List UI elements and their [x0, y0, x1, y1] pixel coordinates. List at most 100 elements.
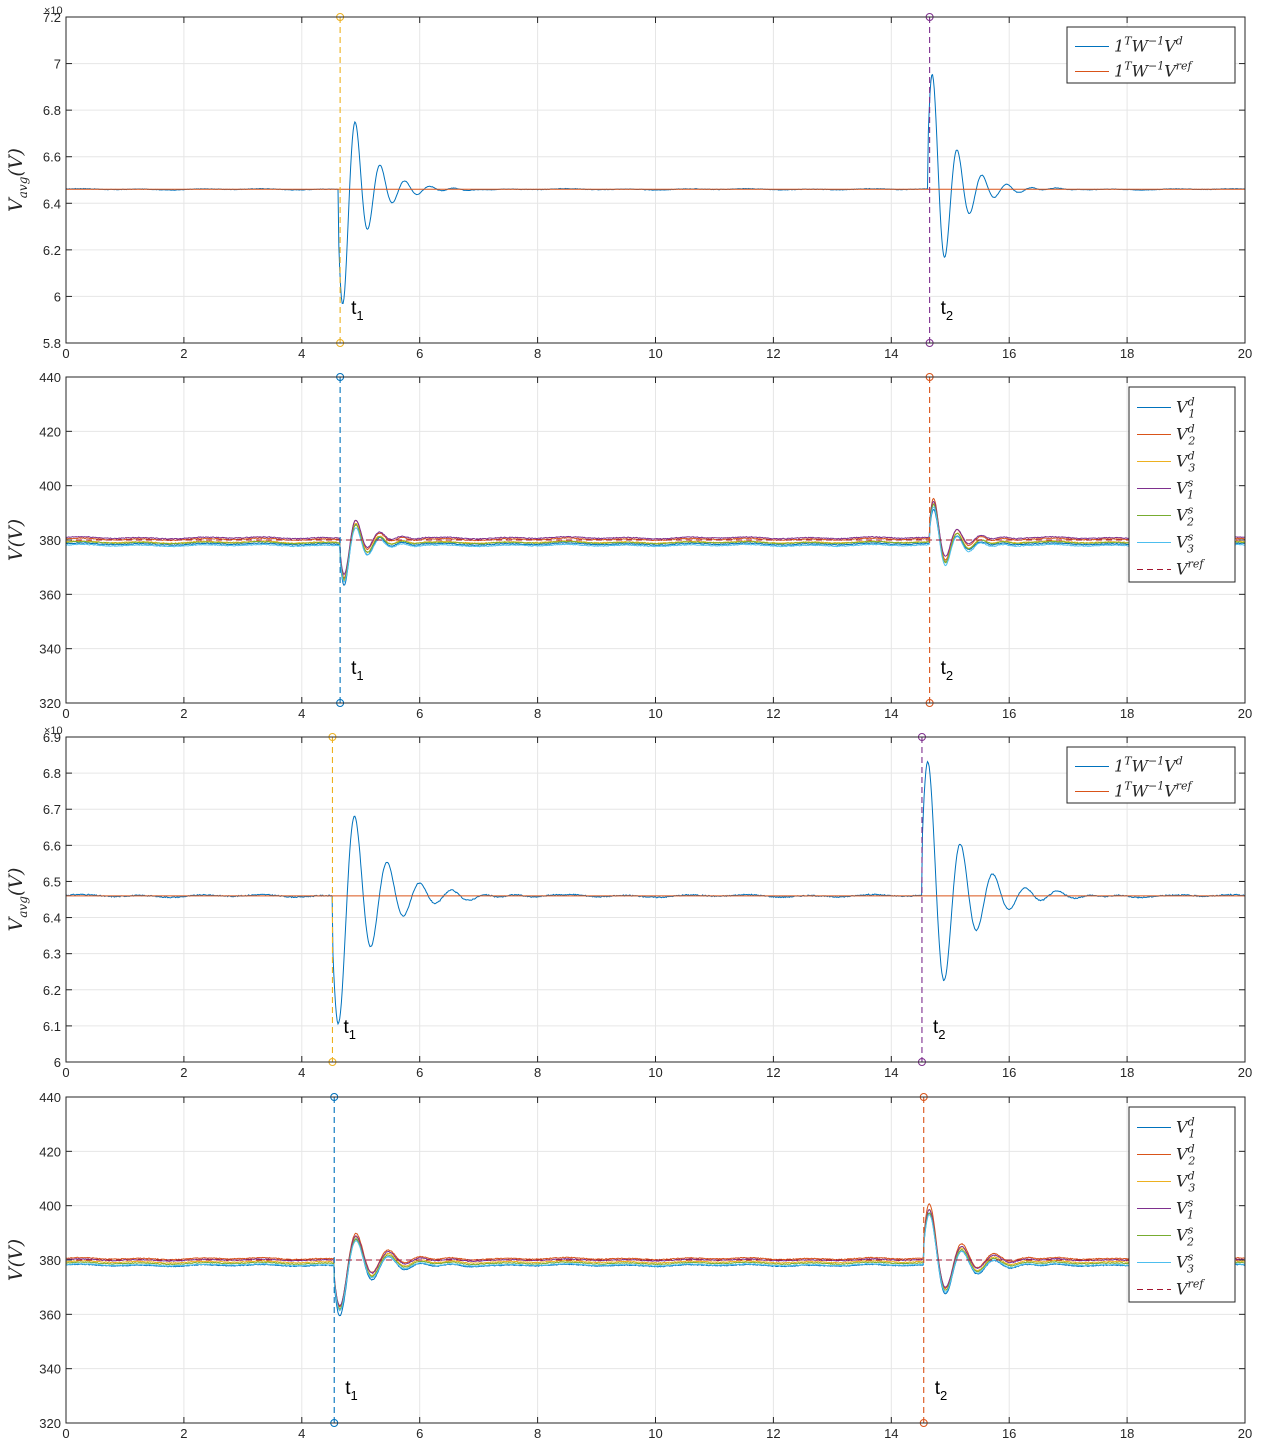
- x-tick-label: 10: [648, 706, 662, 721]
- legend-part: 1: [1114, 37, 1124, 56]
- legend-sup: T: [1124, 60, 1133, 73]
- series-line-2: [66, 1202, 1245, 1308]
- x-tick-label: 2: [180, 346, 187, 361]
- legend-sup: T: [1124, 780, 1133, 793]
- legend-part: V: [1176, 452, 1189, 471]
- series-line-2: [66, 497, 1245, 579]
- legend-part: V: [1164, 757, 1177, 776]
- y-tick-label: 6.7: [43, 802, 61, 817]
- series-group: [66, 73, 1245, 305]
- legend-sup: s: [1188, 531, 1194, 544]
- legend-sup: ref: [1188, 558, 1206, 571]
- legend-sup: ref: [1176, 780, 1194, 793]
- y-tick-label: 380: [39, 533, 61, 548]
- legend-sup: d: [1176, 755, 1183, 768]
- series-line-5: [66, 503, 1245, 581]
- chart-panel-4: t1 t20 2 4 6 8 10 12 14 16 18 203203403603804004204…: [5, 1090, 1252, 1441]
- series-group: [66, 760, 1245, 1026]
- legend-part: W: [1132, 757, 1150, 776]
- y-tick-label: 360: [39, 587, 61, 602]
- x-tick-label: 14: [884, 706, 898, 721]
- legend-part: V: [1176, 1118, 1189, 1137]
- x-tick-label: 0: [62, 1426, 69, 1441]
- y-tick-label: 6: [54, 1055, 61, 1070]
- annotation-main: t: [933, 1017, 939, 1038]
- legend-label-5: Vs 2: [1176, 504, 1194, 529]
- legend-label-2: 1TW−1Vref: [1114, 780, 1194, 801]
- x-tick-label: 12: [766, 1426, 780, 1441]
- ylabel-main: V: [5, 1265, 27, 1281]
- y-tick-label: 5.8: [43, 336, 61, 351]
- x-tick-label: 6: [416, 1065, 423, 1080]
- marker-annotation: t1: [343, 1017, 356, 1042]
- series-group: [66, 1202, 1245, 1317]
- y-tick-label: 6.6: [43, 150, 61, 165]
- legend-sup: −1: [1148, 60, 1164, 73]
- series-line-1: [66, 509, 1245, 586]
- legend-part: V: [1176, 1280, 1189, 1299]
- legend-sup: d: [1188, 396, 1195, 409]
- x-tick-label: 0: [62, 1065, 69, 1080]
- ylabel-tail: (V): [5, 148, 27, 177]
- legend-sub: 1: [1187, 1209, 1194, 1222]
- y-tick-label: 400: [39, 479, 61, 494]
- legend-part: 1: [1114, 757, 1124, 776]
- y-axis-label: Vavg(V): [5, 148, 30, 212]
- x-tick-label: 10: [648, 1426, 662, 1441]
- legend-part: V: [1164, 37, 1177, 56]
- marker-annotation: t2: [941, 298, 954, 323]
- series-group: [66, 497, 1245, 586]
- annotation-main: t: [351, 298, 357, 319]
- exponent-label: ×10: [44, 725, 63, 737]
- x-tick-label: 14: [884, 1065, 898, 1080]
- legend-label-1: Vd 1: [1176, 396, 1195, 421]
- legend-part: V: [1164, 62, 1177, 81]
- legend-sup: −1: [1148, 755, 1164, 768]
- legend-sup: d: [1188, 1116, 1195, 1129]
- legend-part: V: [1176, 506, 1189, 525]
- series-line-6: [66, 1214, 1245, 1312]
- y-tick-label: 6: [54, 289, 61, 304]
- legend-part: V: [1176, 533, 1189, 552]
- legend-sub: 3: [1187, 1263, 1194, 1276]
- legend-part: V: [1176, 1145, 1189, 1164]
- x-tick-label: 14: [884, 1426, 898, 1441]
- annotation-main: t: [941, 658, 947, 679]
- chart-panel-1: t1 t20 2 4 6 8 10 12 14 16 18 205.866.26.46.66.877.…: [5, 5, 1252, 361]
- legend-sub: 3: [1188, 1182, 1195, 1195]
- legend-part: W: [1132, 782, 1150, 801]
- legend-sup: −1: [1148, 35, 1164, 48]
- y-tick-label: 380: [39, 1253, 61, 1268]
- marker-annotation: t2: [941, 658, 954, 683]
- legend-part: W: [1132, 37, 1150, 56]
- legend-part: 1: [1114, 782, 1124, 801]
- y-axis-label: V(V): [5, 1239, 27, 1281]
- x-tick-label: 8: [534, 1426, 541, 1441]
- x-tick-label: 16: [1002, 1065, 1016, 1080]
- series-line-3: [66, 1209, 1245, 1311]
- y-tick-label: 6.2: [43, 243, 61, 258]
- series-line-4: [66, 1208, 1245, 1307]
- legend-sub: 3: [1187, 543, 1194, 556]
- x-tick-label: 16: [1002, 1426, 1016, 1441]
- legend-box: [1066, 746, 1236, 804]
- x-tick-label: 2: [180, 1065, 187, 1080]
- chart-panel-2: t1 t20 2 4 6 8 10 12 14 16 18 203203403603804004204…: [5, 370, 1252, 721]
- legend-sub: 1: [1188, 408, 1195, 421]
- legend-sup: s: [1188, 1197, 1194, 1210]
- x-tick-label: 20: [1238, 706, 1252, 721]
- series-line-6: [66, 506, 1245, 583]
- y-tick-label: 6.8: [43, 103, 61, 118]
- legend-sup: s: [1188, 1224, 1194, 1237]
- y-tick-label: 6.9: [43, 730, 61, 745]
- legend-part: V: [1176, 560, 1189, 579]
- annotation-sub: 1: [356, 308, 363, 323]
- legend-sup: s: [1188, 477, 1194, 490]
- y-axis-label: V(V): [5, 519, 27, 561]
- legend-part: V: [1176, 1172, 1189, 1191]
- ylabel-main: V: [5, 196, 27, 212]
- ylabel-sub: avg: [16, 176, 30, 198]
- legend-part: W: [1132, 62, 1150, 81]
- legend-sub: 2: [1187, 435, 1195, 448]
